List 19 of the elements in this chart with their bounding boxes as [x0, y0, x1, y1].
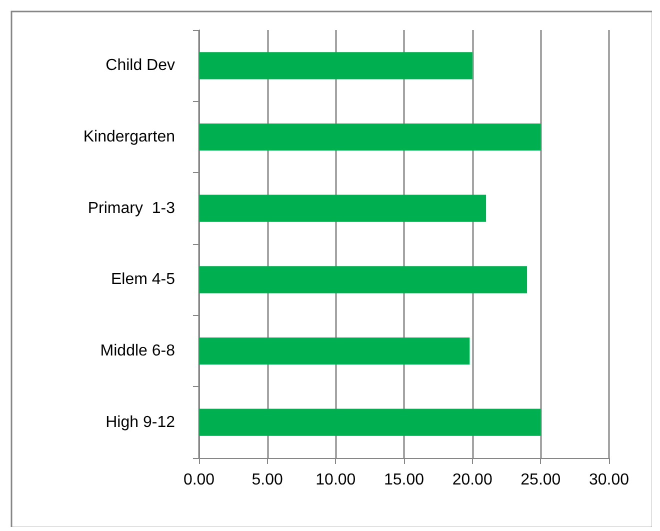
- bar: [199, 266, 527, 294]
- bar: [199, 123, 541, 151]
- y-tick-label: Elem 4-5: [110, 271, 176, 288]
- x-tick-label: 25.00: [520, 472, 561, 488]
- y-tick-label: Child Dev: [106, 57, 175, 74]
- x-tick-label: 5.00: [252, 472, 284, 488]
- x-tick-label: 30.00: [588, 472, 630, 488]
- bar: [199, 194, 486, 222]
- bar: [199, 408, 541, 436]
- y-tick-label: High 9-12: [106, 414, 176, 431]
- bar: [199, 52, 472, 80]
- x-tick-label: 15.00: [384, 472, 424, 488]
- y-tick-label: Middle 6-8: [100, 342, 176, 360]
- y-tick-label: Primary 1-3: [88, 200, 176, 217]
- bar: [199, 337, 470, 365]
- x-tick-label: 20.00: [452, 472, 492, 488]
- y-tick-label: Kindergarten: [83, 128, 175, 146]
- x-tick-label: 10.00: [316, 472, 356, 488]
- x-tick-label: 0.00: [183, 472, 215, 488]
